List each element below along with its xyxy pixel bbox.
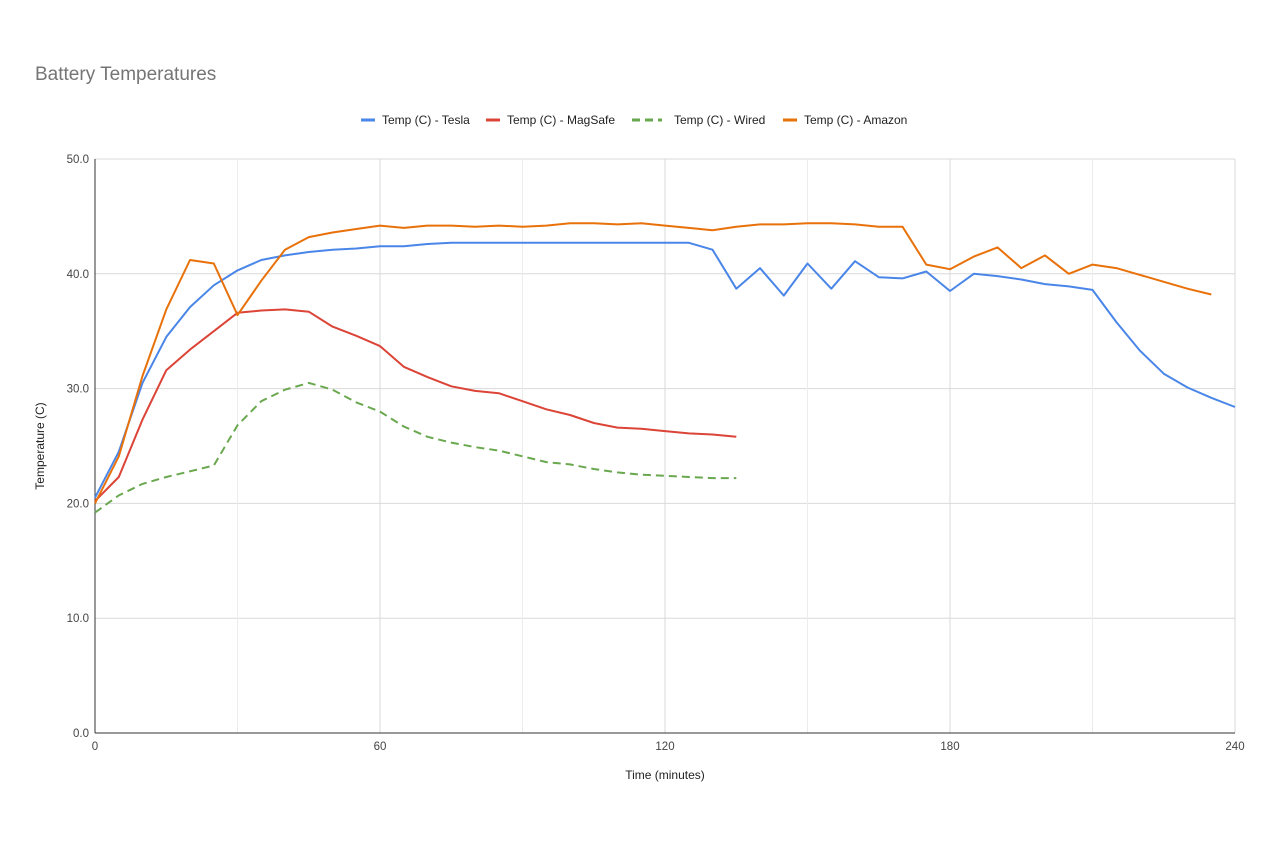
series-line-1 <box>94 308 737 502</box>
legend-label: Temp (C) - Wired <box>674 113 765 127</box>
legend-label: Temp (C) - Tesla <box>382 113 470 127</box>
x-tick-label: 0 <box>92 741 98 753</box>
y-tick-label: 30.0 <box>67 384 89 396</box>
x-tick-label: 120 <box>655 741 674 753</box>
y-tick-label: 20.0 <box>67 498 89 510</box>
y-tick-label: 10.0 <box>67 613 89 625</box>
x-axis-title: Time (minutes) <box>625 768 705 782</box>
series-lines <box>94 222 1236 514</box>
chart-title: Battery Temperatures <box>35 64 217 85</box>
gridlines <box>95 158 1236 734</box>
y-tick-label: 50.0 <box>67 154 89 166</box>
y-tick-label: 40.0 <box>67 269 89 281</box>
x-tick-label: 180 <box>940 741 959 753</box>
axes: 0.0 10.0 20.0 30.0 40.0 50.0 0 60 120 180 240 <box>67 154 1245 753</box>
y-tick-label: 0.0 <box>73 728 89 740</box>
series-line-0 <box>94 241 1236 499</box>
y-axis-title: Temperature (C) <box>33 402 47 489</box>
x-tick-label: 240 <box>1225 741 1244 753</box>
x-tick-label: 60 <box>374 741 387 753</box>
legend: Temp (C) - Tesla Temp (C) - MagSafe Temp (… <box>361 113 907 127</box>
legend-label: Temp (C) - Amazon <box>804 113 907 127</box>
series-line-3 <box>94 222 1212 504</box>
legend-label: Temp (C) - MagSafe <box>507 113 615 127</box>
series-line-2 <box>94 381 737 514</box>
